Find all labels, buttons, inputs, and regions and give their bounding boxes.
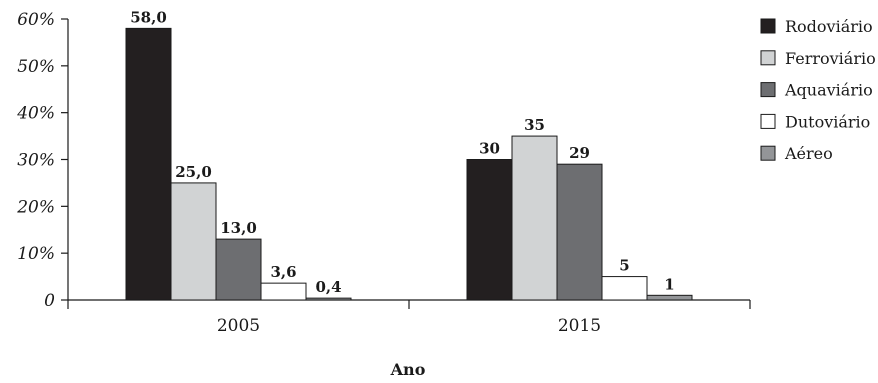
bar	[511, 135, 558, 301]
bar-data-label: 29	[569, 144, 590, 162]
bar	[260, 282, 307, 301]
y-tick-label: 50%	[17, 57, 55, 77]
x-axis-title: Ano	[390, 360, 426, 379]
bar	[556, 163, 603, 301]
legend: Rodoviário Ferroviário Aquaviário Dutoviári…	[760, 17, 876, 163]
legend-swatch	[760, 145, 776, 161]
bar-data-label: 13,0	[220, 219, 257, 237]
bar	[601, 276, 648, 301]
bar-data-label: 25,0	[175, 163, 212, 181]
x-tick-label: 2015	[558, 316, 601, 336]
legend-label: Aquaviário	[784, 81, 873, 100]
bar-data-label: 5	[619, 257, 629, 275]
y-tick-label: 40%	[16, 104, 55, 124]
bar	[170, 182, 217, 301]
bar-data-label: 3,6	[270, 263, 296, 281]
legend-label: Rodoviário	[785, 17, 873, 36]
y-tick-label: 10%	[17, 244, 55, 264]
x-tick-label: 2005	[217, 316, 260, 336]
legend-swatch	[760, 50, 776, 66]
bar	[125, 27, 172, 301]
y-tick-label: 60%	[17, 10, 55, 30]
y-axis: 0 10% 20% 30% 40% 50% 60%	[16, 10, 69, 311]
legend-swatch	[760, 82, 776, 98]
y-tick-label: 20%	[16, 197, 55, 217]
bar-data-label: 1	[664, 275, 674, 293]
bar-data-label: 58,0	[130, 8, 167, 26]
bar	[466, 159, 513, 301]
legend-label: Dutoviário	[785, 112, 870, 131]
bars: 58,0 25,0 13,0 3,6 0,4 30 35 29 5 1	[125, 8, 693, 301]
bar	[305, 297, 352, 301]
bar	[215, 238, 262, 301]
x-axis: 2005 2015	[67, 299, 751, 336]
y-tick-label: 0	[44, 291, 55, 311]
bar-data-label: 30	[479, 140, 500, 158]
legend-label: Ferroviário	[785, 49, 876, 68]
legend-label: Aéreo	[784, 144, 833, 163]
legend-swatch	[760, 113, 776, 129]
bar	[646, 294, 693, 301]
legend-swatch	[760, 18, 776, 34]
y-tick-label: 30%	[17, 151, 55, 171]
bar-data-label: 0,4	[315, 278, 341, 296]
bar-data-label: 35	[524, 116, 545, 134]
